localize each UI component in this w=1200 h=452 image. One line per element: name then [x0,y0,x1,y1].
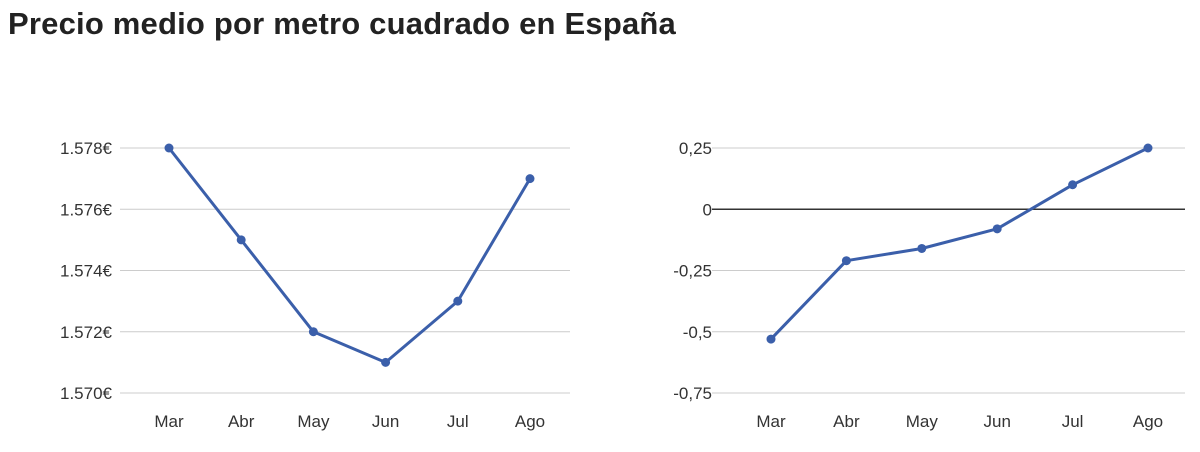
data-point [381,357,391,367]
y-tick-label: -0,25 [673,262,712,281]
series-line [167,146,532,364]
data-point [236,235,246,245]
data-point [841,256,851,266]
series-line [769,146,1150,341]
x-tick-label: Ago [515,412,545,431]
data-point [1068,180,1078,190]
data-point [917,243,927,253]
data-point [453,296,463,306]
data-point [992,224,1002,234]
y-tick-label: 1.570€ [60,384,113,403]
x-tick-label: Mar [154,412,184,431]
data-point [164,143,174,153]
x-tick-label: Jul [1062,412,1084,431]
y-tick-label: 1.572€ [60,323,113,342]
x-tick-label: Jun [983,412,1010,431]
data-point [766,334,776,344]
x-tick-label: Jun [372,412,399,431]
price-line-chart: 1.578€ 1.576€ 1.574€ 1.572€ 1.570€ Mar Abr May J… [60,139,570,431]
x-tick-label: Mar [756,412,786,431]
data-point [525,174,535,184]
x-tick-label: Ago [1133,412,1163,431]
y-tick-label: 1.574€ [60,262,113,281]
y-tick-label: -0,5 [683,323,712,342]
y-tick-label: 1.576€ [60,200,113,219]
x-tick-label: Abr [228,412,255,431]
y-tick-label: -0,75 [673,384,712,403]
x-tick-label: Jul [447,412,469,431]
chart-title: Precio medio por metro cuadrado en Españ… [8,6,676,41]
y-tick-label: 1.578€ [60,139,113,158]
x-tick-label: May [297,412,330,431]
x-tick-label: Abr [833,412,860,431]
data-point [308,327,318,337]
y-tick-label: 0 [703,200,712,219]
data-point [1143,143,1153,153]
x-tick-label: May [906,412,939,431]
y-tick-label: 0,25 [679,139,712,158]
